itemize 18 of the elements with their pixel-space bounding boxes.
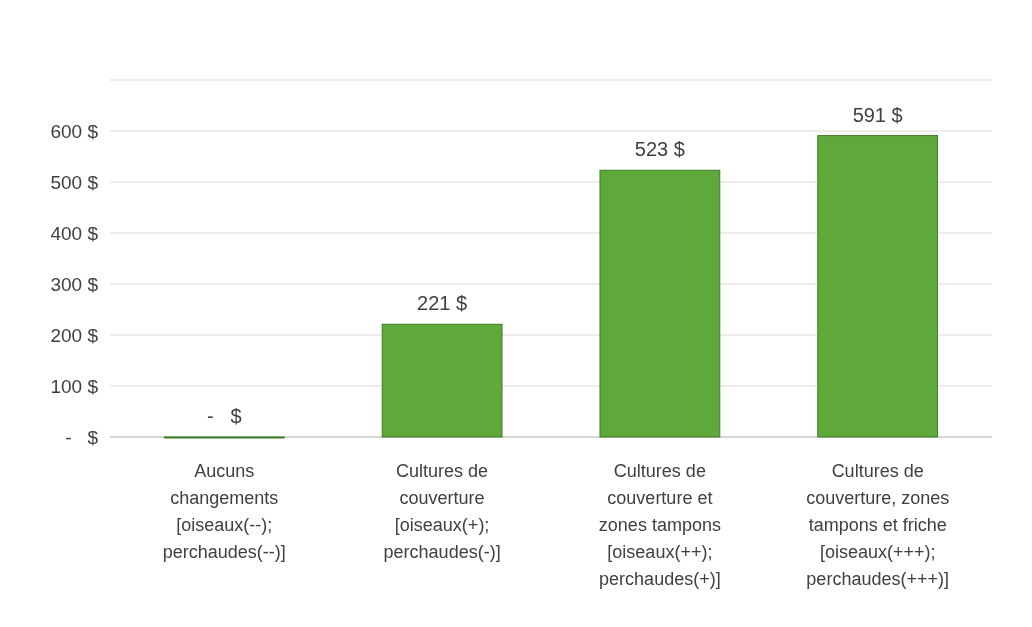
y-tick-label: 400 $: [50, 222, 99, 244]
x-tick-label: Aucuns changements [oiseaux(--); perchaudes(--)]: [162, 461, 286, 562]
x-tick-label: Cultures de couverture, zones tampons et friche [oiseaux(+++); perchaudes(+++)]: [806, 461, 950, 589]
y-tick-label: 600 $: [50, 120, 99, 142]
x-tick-label: Cultures de couverture et zones tampons [oiseaux(++); perchaudes(+)]: [598, 461, 721, 589]
y-tick-label: 200 $: [50, 324, 99, 346]
data-label: 221 $: [417, 292, 468, 315]
bar: [599, 169, 721, 438]
data-label: - $: [207, 405, 242, 427]
bar: [817, 135, 939, 438]
y-tick-label: 300 $: [50, 273, 99, 295]
y-tick-label: - $: [65, 426, 99, 448]
bar: [381, 323, 503, 438]
data-label: 523 $: [634, 138, 685, 161]
y-tick-label: 500 $: [50, 171, 99, 193]
data-label: 591 $: [852, 103, 903, 126]
x-tick-label: Cultures de couverture [oiseaux(+); perchaudes(-)]: [383, 461, 501, 562]
y-tick-label: 100 $: [50, 375, 99, 397]
